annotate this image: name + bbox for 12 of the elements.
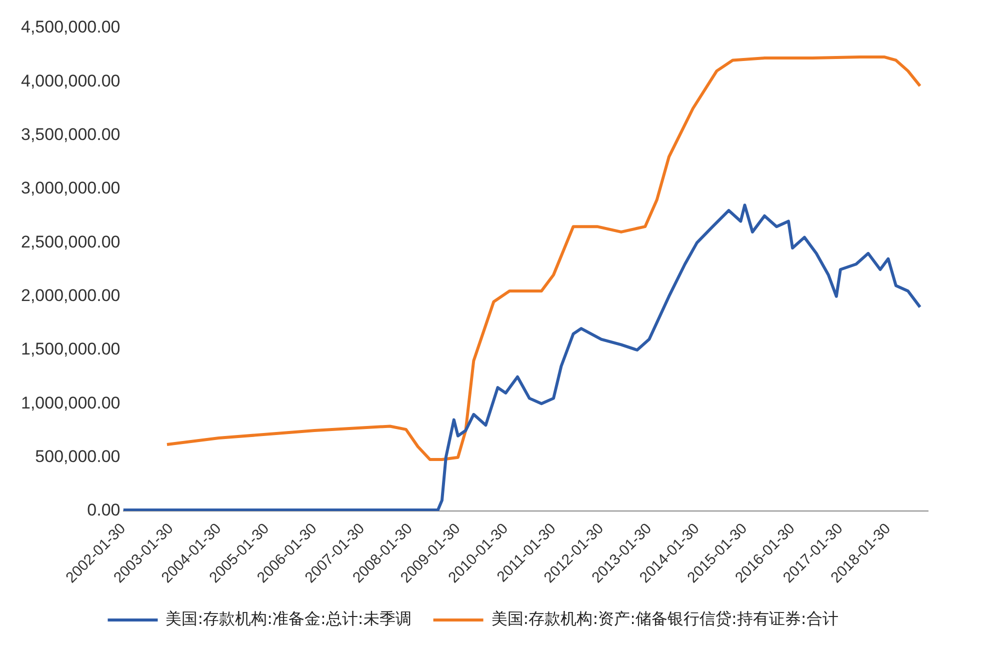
- y-tick-label: 0.00: [87, 500, 120, 520]
- legend-label: 美国:存款机构:准备金:总计:未季调: [166, 609, 412, 628]
- y-tick-label: 3,000,000.00: [20, 178, 120, 198]
- y-tick-label: 1,000,000.00: [20, 393, 120, 412]
- y-tick-label: 3,500,000.00: [20, 125, 120, 144]
- y-tick-label: 4,000,000.00: [20, 71, 120, 90]
- legend-label: 美国:存款机构:资产:储备银行信贷:持有证券:合计: [491, 609, 838, 628]
- y-tick-label: 1,500,000.00: [20, 340, 120, 359]
- y-tick-label: 2,000,000.00: [20, 286, 120, 306]
- y-tick-label: 2,500,000.00: [20, 232, 120, 252]
- y-tick-label: 4,500,000.00: [20, 18, 120, 37]
- y-tick-label: 500,000.00: [35, 447, 120, 466]
